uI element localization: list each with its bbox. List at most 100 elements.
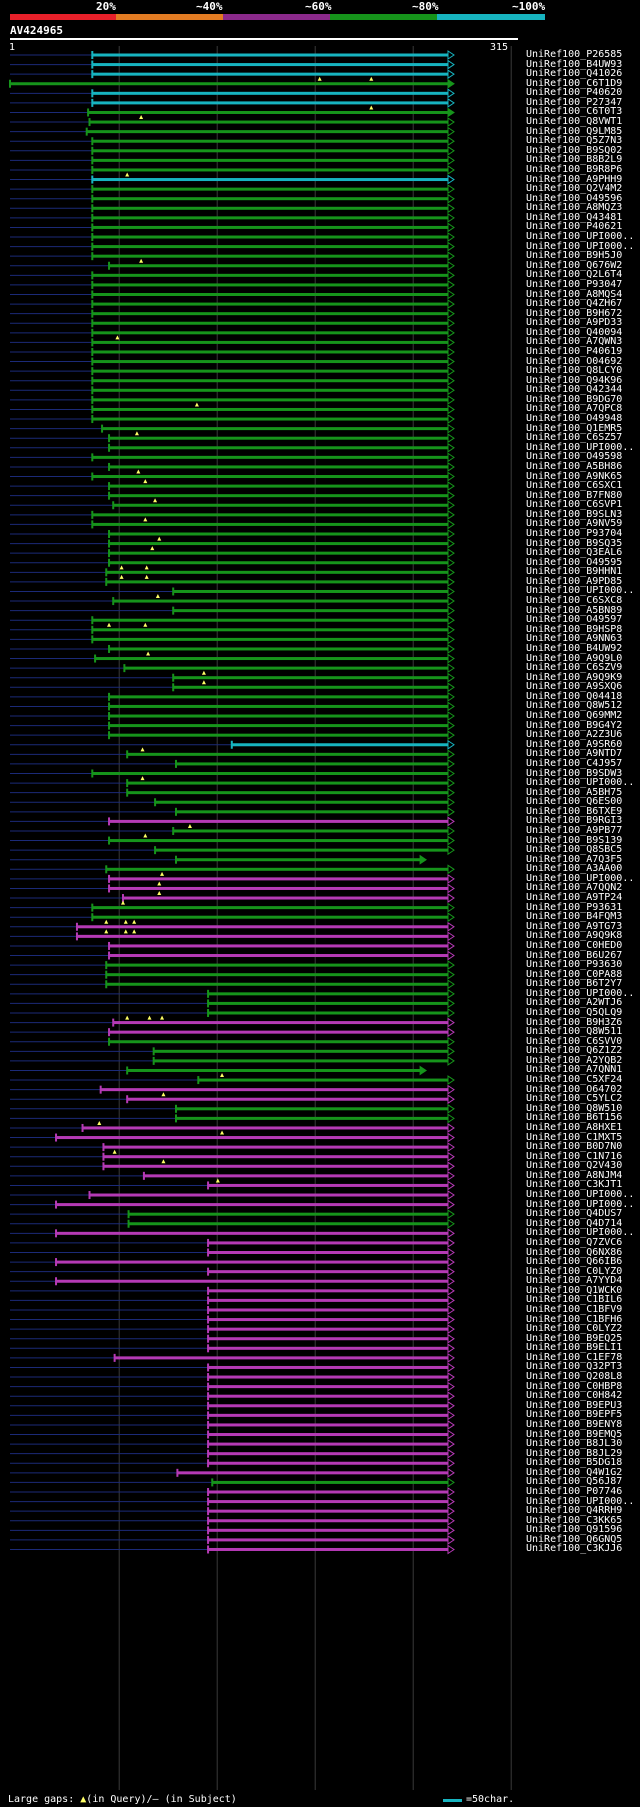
hit-bar[interactable] xyxy=(155,848,448,852)
hit-label[interactable]: UniRef100_B9S139 xyxy=(526,834,623,846)
hit-label[interactable]: UniRef100_A2WTJ6 xyxy=(526,997,623,1009)
hit-bar[interactable] xyxy=(109,714,449,718)
hit-label[interactable]: UniRef100_B6U267 xyxy=(526,949,623,961)
hit-label[interactable]: UniRef100_B9EPU3 xyxy=(526,1399,623,1411)
hit-bar[interactable] xyxy=(56,1203,448,1207)
hit-label[interactable]: UniRef100_Q4W1G2 xyxy=(526,1466,623,1478)
hit-bar[interactable] xyxy=(88,110,448,114)
hit-label[interactable]: UniRef100_A5BH86 xyxy=(526,460,623,472)
hit-bar[interactable] xyxy=(109,532,449,536)
hit-bar[interactable] xyxy=(208,1337,448,1341)
hit-bar[interactable] xyxy=(208,1538,448,1542)
hit-label[interactable]: UniRef100_Q8W512 xyxy=(526,700,623,712)
hit-bar[interactable] xyxy=(92,216,448,220)
hit-bar[interactable] xyxy=(175,858,421,862)
hit-label[interactable]: UniRef100_C5YLC2 xyxy=(526,1093,623,1105)
hit-label[interactable]: UniRef100_Q8W511 xyxy=(526,1026,623,1038)
hit-bar[interactable] xyxy=(177,1471,448,1475)
hit-bar[interactable] xyxy=(92,158,448,162)
hit-bar[interactable] xyxy=(92,283,448,287)
hit-label[interactable]: UniRef100_A8HXE1 xyxy=(526,1121,623,1133)
hit-bar[interactable] xyxy=(92,321,448,325)
hit-bar[interactable] xyxy=(106,580,448,584)
hit-bar[interactable] xyxy=(92,197,448,201)
hit-bar[interactable] xyxy=(92,312,448,316)
hit-bar[interactable] xyxy=(109,542,449,546)
hit-label[interactable]: UniRef100_A2YQB2 xyxy=(526,1054,623,1066)
hit-bar[interactable] xyxy=(86,130,449,134)
hit-label[interactable]: UniRef100_A9TP24 xyxy=(526,892,623,904)
hit-bar[interactable] xyxy=(208,1500,448,1504)
hit-bar[interactable] xyxy=(127,791,449,795)
hit-label[interactable]: UniRef100_B9RGI3 xyxy=(526,815,623,827)
hit-label[interactable]: UniRef100_C6T1D9 xyxy=(526,77,623,89)
hit-label[interactable]: UniRef100_A7YYD4 xyxy=(526,1275,623,1287)
hit-bar[interactable] xyxy=(92,225,448,229)
hit-bar[interactable] xyxy=(92,398,448,402)
hit-label[interactable]: UniRef100_UPI000.. xyxy=(526,585,635,597)
hit-bar[interactable] xyxy=(173,609,448,613)
hit-label[interactable]: UniRef100_Q4ZH67 xyxy=(526,298,623,310)
hit-bar[interactable] xyxy=(92,350,448,354)
hit-bar[interactable] xyxy=(56,1260,448,1264)
hit-label[interactable]: UniRef100_A8MQS4 xyxy=(526,288,623,300)
hit-bar[interactable] xyxy=(208,1251,448,1254)
hit-label[interactable]: UniRef100_C1BIL6 xyxy=(526,1294,623,1306)
hit-label[interactable]: UniRef100_O49597 xyxy=(526,614,623,626)
hit-bar[interactable] xyxy=(92,149,448,153)
hit-bar[interactable] xyxy=(92,178,448,182)
hit-label[interactable]: UniRef100_C6SZV9 xyxy=(526,662,623,674)
hit-label[interactable]: UniRef100_C0LYZ2 xyxy=(526,1323,623,1335)
hit-bar[interactable] xyxy=(208,1413,448,1417)
hit-label[interactable]: UniRef100_Q32PT3 xyxy=(526,1361,623,1373)
hit-label[interactable]: UniRef100_O49595 xyxy=(526,556,623,568)
hit-bar[interactable] xyxy=(208,1442,448,1446)
hit-label[interactable]: UniRef100_A9SXQ6 xyxy=(526,681,623,693)
hit-bar[interactable] xyxy=(109,877,449,881)
hit-label[interactable]: UniRef100_B7FN80 xyxy=(526,489,623,501)
hit-label[interactable]: UniRef100_B6T156 xyxy=(526,1112,623,1124)
hit-label[interactable]: UniRef100_C1EF78 xyxy=(526,1351,623,1363)
hit-label[interactable]: UniRef100_C1BFH6 xyxy=(526,1313,623,1325)
hit-label[interactable]: UniRef100_Q8LCY0 xyxy=(526,365,623,377)
hit-bar[interactable] xyxy=(109,886,449,890)
hit-label[interactable]: UniRef100_A7QNN1 xyxy=(526,1064,623,1076)
hit-label[interactable]: UniRef100_Q4DUS7 xyxy=(526,1208,623,1220)
hit-bar[interactable] xyxy=(127,752,449,756)
hit-label[interactable]: UniRef100_Q91596 xyxy=(526,1524,623,1536)
hit-bar[interactable] xyxy=(208,1298,448,1302)
hit-label[interactable]: UniRef100_B9SQ02 xyxy=(526,144,623,156)
hit-bar[interactable] xyxy=(208,1011,448,1015)
hit-label[interactable]: UniRef100_Q8VWT1 xyxy=(526,116,623,128)
hit-bar[interactable] xyxy=(106,982,448,986)
hit-bar[interactable] xyxy=(208,1547,448,1551)
hit-label[interactable]: UniRef100_B4UW92 xyxy=(526,642,623,654)
hit-label[interactable]: UniRef100_C6SXC8 xyxy=(526,595,623,607)
hit-bar[interactable] xyxy=(124,666,448,670)
hit-bar[interactable] xyxy=(127,781,449,785)
hit-label[interactable]: UniRef100_O49596 xyxy=(526,192,623,204)
hit-label[interactable]: UniRef100_UPI000.. xyxy=(526,777,635,789)
hit-bar[interactable] xyxy=(92,417,448,421)
hit-bar[interactable] xyxy=(208,1452,448,1456)
hit-label[interactable]: UniRef100_P40621 xyxy=(526,221,623,233)
hit-label[interactable]: UniRef100_B9H672 xyxy=(526,307,623,319)
hit-label[interactable]: UniRef100_P40620 xyxy=(526,87,623,99)
hit-label[interactable]: UniRef100_Q94K96 xyxy=(526,374,623,386)
hit-bar[interactable] xyxy=(113,1021,448,1025)
hit-label[interactable]: UniRef100_Q66IB6 xyxy=(526,1256,623,1268)
hit-label[interactable]: UniRef100_B8JL30 xyxy=(526,1438,623,1450)
hit-bar[interactable] xyxy=(103,1164,449,1168)
hit-label[interactable]: UniRef100_B9SQ35 xyxy=(526,537,623,549)
hit-bar[interactable] xyxy=(103,1145,449,1149)
hit-bar[interactable] xyxy=(109,695,449,699)
hit-bar[interactable] xyxy=(208,1404,448,1408)
hit-bar[interactable] xyxy=(109,724,449,728)
hit-label[interactable]: UniRef100_C3KJJ6 xyxy=(526,1543,623,1555)
hit-label[interactable]: UniRef100_C3KJT1 xyxy=(526,1179,623,1191)
hit-bar[interactable] xyxy=(109,647,449,651)
hit-label[interactable]: UniRef100_A9NN63 xyxy=(526,633,623,645)
hit-label[interactable]: UniRef100_C0HBP8 xyxy=(526,1380,623,1392)
hit-label[interactable]: UniRef100_A9PD33 xyxy=(526,317,623,329)
hit-label[interactable]: UniRef100_Q208L8 xyxy=(526,1371,623,1383)
